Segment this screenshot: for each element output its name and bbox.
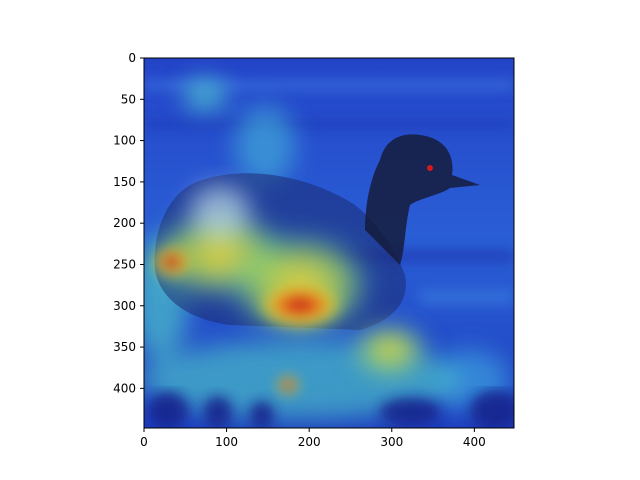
x-axis: 0 100 200 300 400 [140, 428, 486, 449]
x-tick-label: 400 [463, 435, 486, 449]
y-tick-label: 300 [113, 299, 136, 313]
x-tick-label: 0 [140, 435, 148, 449]
y-tick-label: 0 [128, 51, 136, 65]
y-tick-label: 250 [113, 257, 136, 271]
x-tick-label: 300 [380, 435, 403, 449]
y-tick-label: 350 [113, 340, 136, 354]
y-tick-label: 200 [113, 216, 136, 230]
heatmap-image [144, 58, 514, 428]
y-tick-label: 400 [113, 381, 136, 395]
y-tick-label: 100 [113, 134, 136, 148]
y-axis: 0 50 100 150 200 250 300 350 400 [113, 51, 144, 395]
axes-frame [143, 57, 515, 429]
x-tick-label: 100 [215, 435, 238, 449]
y-tick-label: 150 [113, 175, 136, 189]
y-tick-label: 50 [121, 92, 136, 106]
duck-head [365, 134, 480, 265]
x-tick-label: 200 [298, 435, 321, 449]
